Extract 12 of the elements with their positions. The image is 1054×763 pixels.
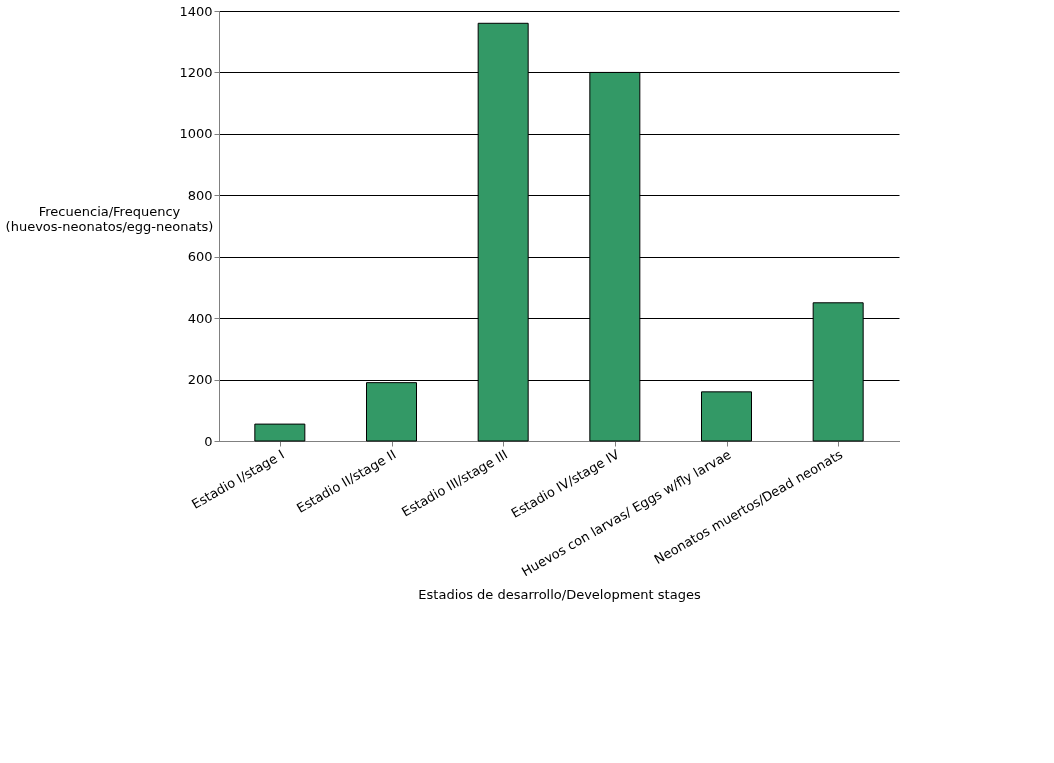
bar	[701, 391, 752, 442]
bar	[254, 423, 306, 442]
x-axis-title: Estadios de desarrollo/Development stages	[418, 587, 701, 603]
y-tick-label: 600	[187, 249, 213, 265]
y-tick-label: 0	[204, 433, 213, 449]
y-tick-label: 1000	[179, 126, 213, 142]
y-tick-label: 800	[187, 187, 213, 203]
y-tick-label: 200	[187, 372, 213, 388]
y-tick-label: 400	[187, 310, 213, 326]
y-axis-title: Frecuencia/Frequency (huevos-neonatos/egg-neonats)	[5, 203, 214, 234]
y-tick-label: 1400	[179, 3, 213, 19]
y-tick-label: 1200	[179, 64, 213, 80]
